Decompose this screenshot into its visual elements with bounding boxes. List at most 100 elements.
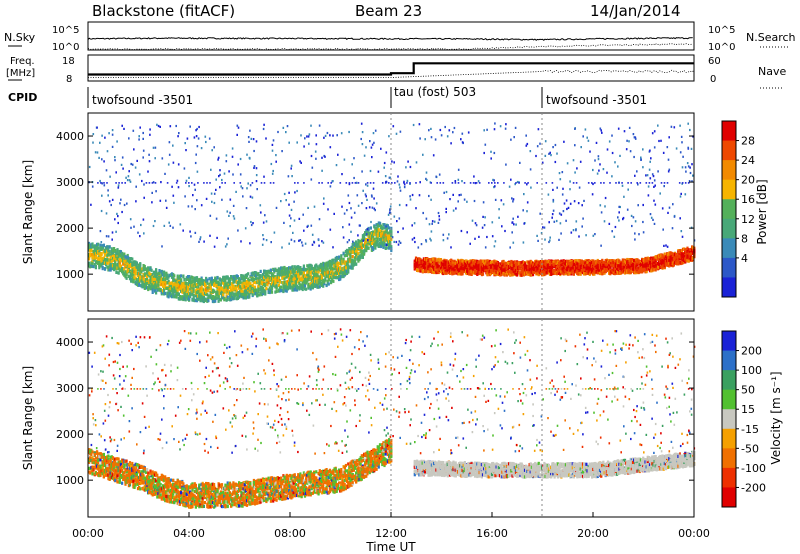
range-cell xyxy=(364,232,367,236)
range-cell xyxy=(589,259,592,263)
range-cell xyxy=(130,279,133,283)
range-cell xyxy=(492,268,495,272)
range-cell xyxy=(243,292,246,296)
range-cell xyxy=(161,282,165,287)
range-cell xyxy=(552,270,555,274)
range-cell xyxy=(561,271,564,275)
range-cell xyxy=(280,285,283,289)
range-cell xyxy=(417,258,420,262)
range-cell xyxy=(277,270,280,274)
range-cell xyxy=(548,272,552,276)
range-cell xyxy=(527,272,530,276)
range-cell xyxy=(242,292,245,296)
range-cell xyxy=(608,269,611,273)
range-cell xyxy=(255,291,258,296)
range-cell xyxy=(195,291,199,295)
range-cell xyxy=(155,280,158,285)
range-cell xyxy=(145,270,149,274)
range-cell xyxy=(148,280,151,284)
range-cell xyxy=(218,282,221,286)
range-cell xyxy=(218,286,221,290)
range-cell xyxy=(623,267,627,271)
range-cell xyxy=(219,298,222,302)
range-cell xyxy=(132,262,135,266)
range-cell xyxy=(185,277,188,281)
range-cell xyxy=(300,271,303,275)
range-cell xyxy=(220,286,224,290)
range-cell xyxy=(283,268,286,272)
range-cell xyxy=(281,268,284,272)
range-cell xyxy=(317,285,320,289)
range-cell xyxy=(311,271,314,275)
range-cell xyxy=(267,277,270,281)
range-cell xyxy=(208,294,211,298)
range-cell xyxy=(189,277,192,281)
range-cell xyxy=(98,252,101,256)
range-cell xyxy=(333,274,336,278)
range-cell xyxy=(170,295,174,299)
range-cell xyxy=(126,253,129,258)
range-cell xyxy=(433,270,436,275)
range-cell xyxy=(461,267,464,271)
range-cell xyxy=(189,292,192,296)
range-cell xyxy=(372,246,375,250)
range-cell xyxy=(537,267,540,271)
range-cell xyxy=(429,259,432,263)
range-cell xyxy=(479,266,482,270)
range-cell xyxy=(106,258,109,262)
range-cell xyxy=(437,264,440,268)
range-cell xyxy=(228,286,232,290)
range-cell xyxy=(114,260,117,264)
range-cell xyxy=(511,260,514,264)
range-cell xyxy=(184,298,187,302)
range-cell xyxy=(242,290,245,295)
range-cell xyxy=(180,274,183,278)
range-cell xyxy=(555,272,558,276)
range-cell xyxy=(504,268,507,272)
range-cell xyxy=(156,288,159,292)
range-cell xyxy=(114,249,117,253)
range-cell xyxy=(302,271,305,275)
range-cell xyxy=(536,268,539,272)
range-cell xyxy=(586,260,589,265)
range-cell xyxy=(445,271,448,275)
range-cell xyxy=(219,283,222,287)
range-cell xyxy=(194,294,197,298)
range-cell xyxy=(476,268,479,272)
range-cell xyxy=(299,283,302,287)
range-cell xyxy=(205,285,208,289)
range-cell xyxy=(310,264,313,268)
range-cell xyxy=(320,272,324,276)
range-cell xyxy=(145,280,149,284)
range-cell xyxy=(210,288,213,292)
range-cell xyxy=(241,283,244,287)
range-cell xyxy=(108,245,111,249)
range-cell xyxy=(625,265,628,269)
range-cell xyxy=(238,295,241,299)
range-cell xyxy=(118,249,121,254)
range-cell xyxy=(135,282,138,286)
range-cell xyxy=(189,287,192,291)
range-cell xyxy=(330,275,333,280)
range-cell xyxy=(175,295,178,299)
range-cell xyxy=(600,260,603,264)
range-cell xyxy=(598,260,602,264)
range-cell xyxy=(91,242,94,246)
range-cell xyxy=(242,285,245,290)
range-cell xyxy=(197,297,200,301)
range-cell xyxy=(173,284,176,288)
range-cell xyxy=(103,267,107,271)
range-cell xyxy=(458,260,461,264)
range-cell xyxy=(210,282,213,286)
range-cell xyxy=(454,264,457,268)
range-cell xyxy=(353,251,357,255)
range-cell xyxy=(258,293,261,297)
range-cell xyxy=(501,267,504,271)
range-cell xyxy=(308,284,311,289)
range-cell xyxy=(106,265,109,269)
range-cell xyxy=(562,272,565,276)
range-cell xyxy=(458,269,461,273)
range-cell xyxy=(126,258,129,262)
range-cell xyxy=(114,264,117,268)
range-cell xyxy=(586,264,589,268)
